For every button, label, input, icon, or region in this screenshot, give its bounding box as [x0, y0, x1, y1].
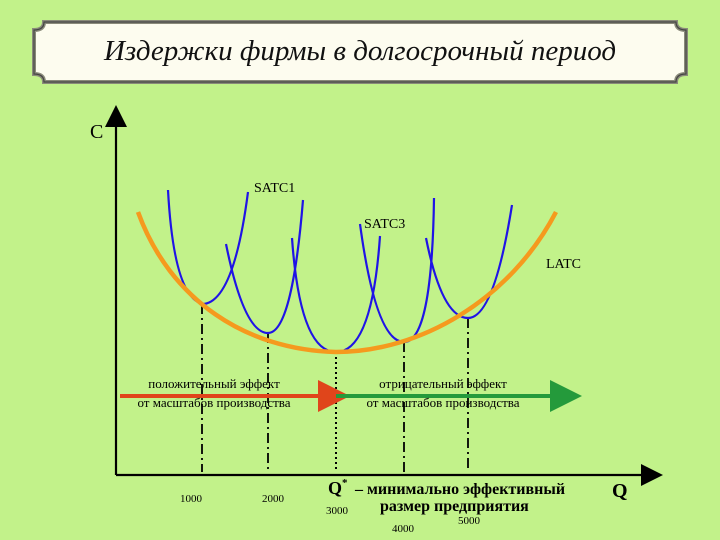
tick-label-3000: 3000: [326, 505, 349, 517]
negative-effect-line1: отрицательный эффект: [379, 376, 507, 391]
q-star-letter: Q: [328, 478, 342, 498]
x-axis-label: Q: [612, 480, 628, 502]
satc1-label: SATC1: [254, 181, 295, 196]
q-star-definition-line1: – минимально эффективный: [354, 481, 565, 498]
slide-title: Издержки фирмы в долгосрочный период: [103, 34, 617, 67]
title-frame: [32, 20, 688, 84]
latc-curve: [135, 210, 558, 355]
tick-label-2000: 2000: [262, 493, 285, 505]
tick-label-5000: 5000: [458, 515, 481, 527]
tick-label-4000: 4000: [392, 523, 415, 535]
latc-label: LATC: [546, 257, 581, 272]
tick-label-1000: 1000: [180, 493, 203, 505]
satc-curve-2: [224, 199, 305, 335]
satc-curve-3: [290, 235, 382, 354]
negative-effect-line2: от масштабов производства: [366, 395, 519, 410]
satc-curve-5: [424, 204, 514, 320]
satc3-label: SATC3: [364, 217, 405, 232]
y-axis-label: C: [90, 121, 103, 143]
positive-effect-line1: положительный эффект: [148, 376, 280, 391]
positive-effect-line2: от масштабов производства: [137, 395, 290, 410]
q-star-superscript: *: [342, 477, 348, 489]
q-star-definition-line2: размер предприятия: [380, 498, 529, 515]
q-star-symbol: Q*: [328, 477, 348, 498]
